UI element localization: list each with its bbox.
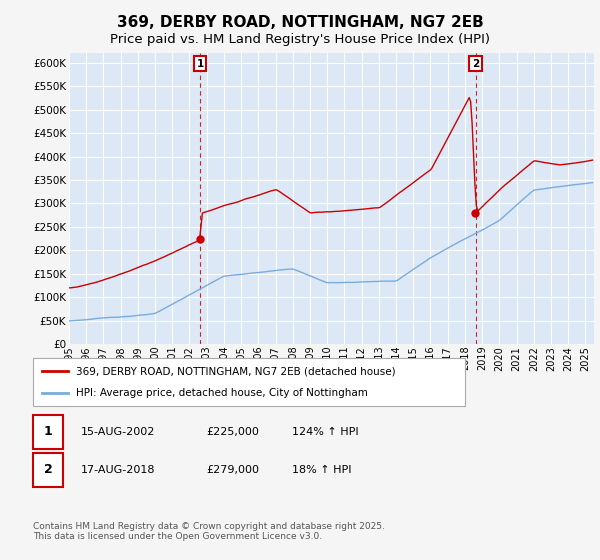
Text: 15-AUG-2002: 15-AUG-2002 <box>80 427 155 437</box>
Text: Contains HM Land Registry data © Crown copyright and database right 2025.
This d: Contains HM Land Registry data © Crown c… <box>33 522 385 542</box>
Text: HPI: Average price, detached house, City of Nottingham: HPI: Average price, detached house, City… <box>76 388 368 398</box>
FancyBboxPatch shape <box>33 452 63 487</box>
Text: 1: 1 <box>44 425 52 438</box>
FancyBboxPatch shape <box>33 358 465 406</box>
FancyBboxPatch shape <box>33 414 63 449</box>
Text: £225,000: £225,000 <box>206 427 259 437</box>
Text: 17-AUG-2018: 17-AUG-2018 <box>80 465 155 475</box>
Text: 369, DERBY ROAD, NOTTINGHAM, NG7 2EB (detached house): 369, DERBY ROAD, NOTTINGHAM, NG7 2EB (de… <box>76 366 396 376</box>
Text: 2: 2 <box>44 463 52 477</box>
Text: 124% ↑ HPI: 124% ↑ HPI <box>292 427 359 437</box>
Text: 1: 1 <box>196 59 204 68</box>
Text: 18% ↑ HPI: 18% ↑ HPI <box>292 465 352 475</box>
Text: £279,000: £279,000 <box>206 465 259 475</box>
Text: 369, DERBY ROAD, NOTTINGHAM, NG7 2EB: 369, DERBY ROAD, NOTTINGHAM, NG7 2EB <box>116 15 484 30</box>
Text: Price paid vs. HM Land Registry's House Price Index (HPI): Price paid vs. HM Land Registry's House … <box>110 32 490 46</box>
Text: 2: 2 <box>472 59 479 68</box>
